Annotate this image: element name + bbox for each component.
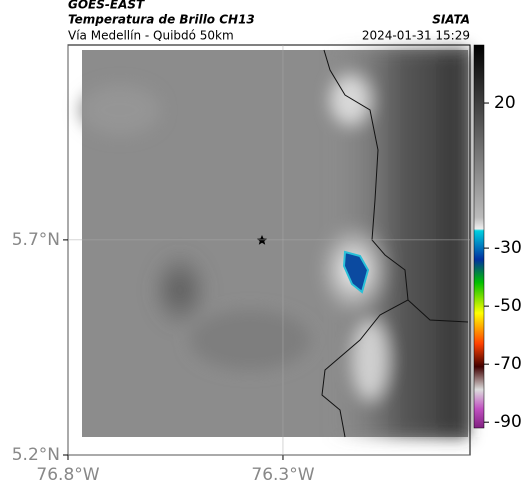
source: SIATA bbox=[432, 13, 470, 27]
satellite-image bbox=[80, 49, 469, 438]
product: Temperatura de Brillo CH13 bbox=[68, 13, 255, 27]
colorbar-tick-label: -70 bbox=[494, 354, 522, 374]
colorbar-tick-label: 20 bbox=[494, 93, 516, 113]
colorbar bbox=[473, 44, 485, 429]
colorbar-tick-label: -30 bbox=[494, 238, 522, 258]
x-tick-label: 76.3°W bbox=[251, 465, 314, 485]
route: Vía Medellín - Quibdó 50km bbox=[68, 29, 234, 43]
satellite: GOES-EAST bbox=[68, 0, 145, 12]
colorbar-tick-label: -90 bbox=[494, 412, 522, 432]
y-tick-label: 5.7°N bbox=[12, 230, 60, 250]
x-tick-label: 76.8°W bbox=[36, 465, 99, 485]
timestamp: 2024-01-31 15:29 bbox=[362, 29, 470, 43]
colorbar-tick-label: -50 bbox=[494, 296, 522, 316]
y-tick-label: 5.2°N bbox=[12, 445, 60, 465]
